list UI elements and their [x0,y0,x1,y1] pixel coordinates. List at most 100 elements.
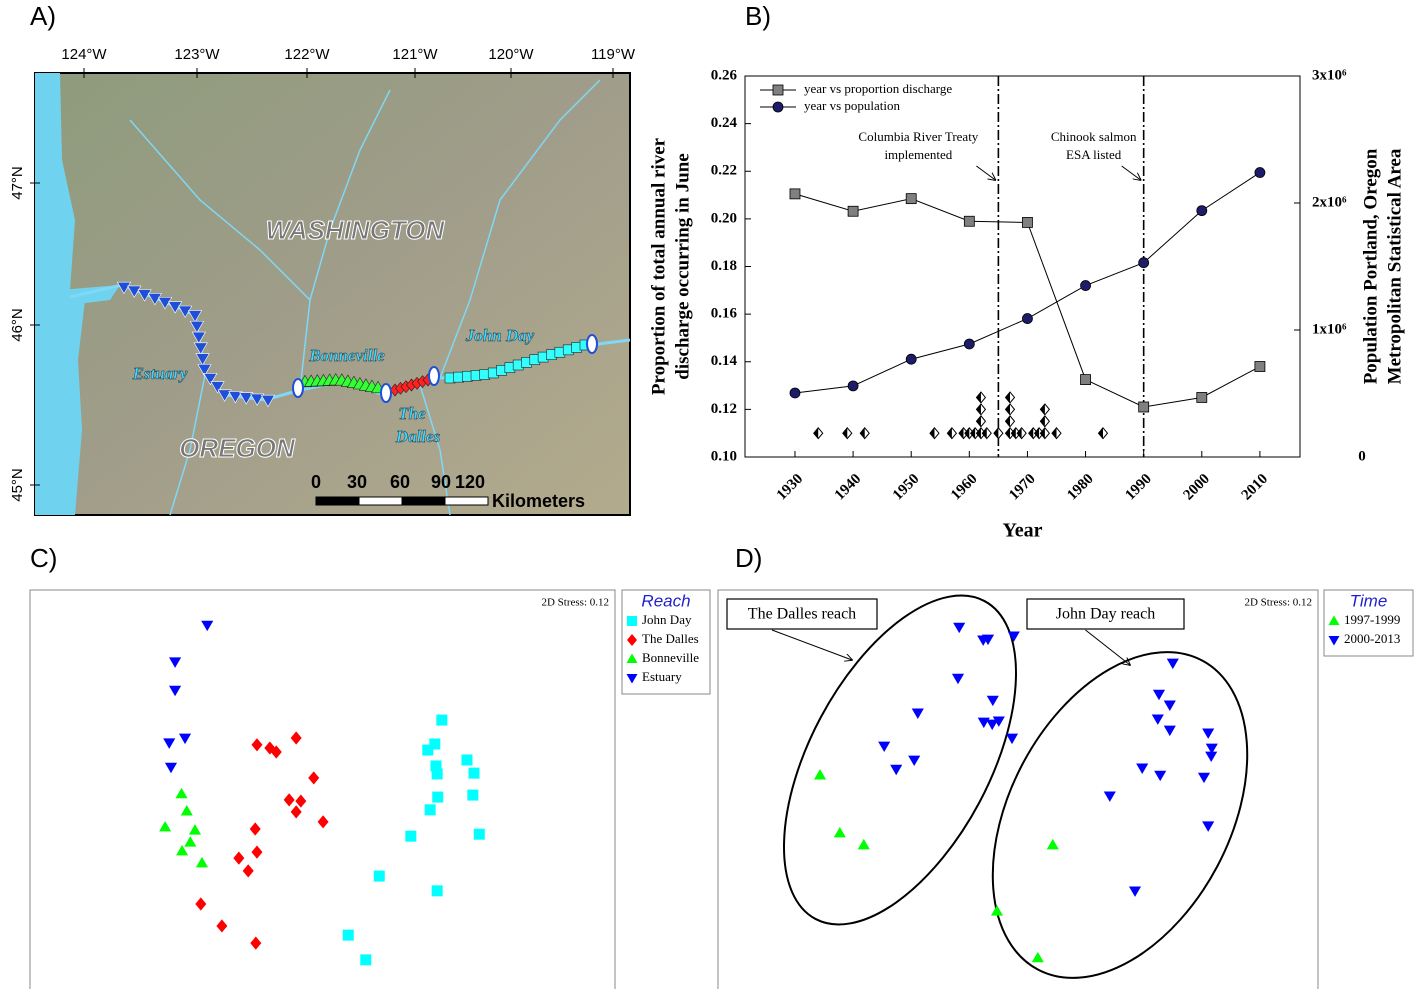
point [912,708,924,718]
panel-label: D) [735,543,762,573]
point [216,919,227,932]
point [1167,659,1179,669]
plot-frame [718,590,1318,989]
point [964,339,974,349]
point [165,763,177,773]
point [469,768,480,779]
dam [293,379,303,397]
event-label: Chinook salmon [1051,129,1137,144]
event-marker-half [1029,428,1034,439]
event-marker-half [860,428,865,439]
point [1164,701,1176,711]
x-tick-label: 1970 [1006,471,1039,504]
plot-frame [745,76,1300,457]
scale-bar [316,497,359,505]
point [250,937,261,950]
event-marker-half [1006,392,1011,403]
legend-label: Bonneville [642,650,699,665]
point [1139,258,1149,268]
event-label: ESA listed [1066,147,1122,162]
point [195,897,206,910]
point [251,738,262,751]
legend-label: John Day [642,612,692,627]
point [233,852,244,865]
point [196,857,208,867]
point [1008,631,1020,641]
dam [381,384,391,402]
reach-label: Dalles [395,427,441,446]
point [1202,728,1214,738]
point [374,871,385,882]
box-label: John Day reach [1056,606,1156,623]
point [1164,726,1176,736]
reach-label: John Day [465,326,535,345]
point [243,864,254,877]
point [964,216,974,226]
box-arrow [1086,630,1131,665]
point [1047,839,1059,849]
point [184,836,196,846]
x-tick-label: 1950 [890,471,923,504]
event-arrow [976,166,995,180]
point [1202,821,1214,831]
y-tick-label: 0.18 [711,258,737,274]
point [169,657,181,667]
x-tick-label: 1940 [832,471,865,504]
event-marker-half [959,428,964,439]
point [189,824,201,834]
lon-label: 119°W [591,46,636,63]
x-tick-label: 2000 [1181,471,1214,504]
point [422,744,433,755]
lon-label: 121°W [392,46,438,63]
stress-annotation: 2D Stress: 0.12 [1244,597,1312,609]
point [291,731,302,744]
legend-label: year vs proportion discharge [804,81,952,96]
event-marker-half [930,428,935,439]
reach-label: Bonneville [308,346,385,365]
y-tick-label: 0.10 [711,448,737,464]
state-label: WASHINGTON [266,215,446,245]
point [467,790,478,801]
scale-label: 60 [390,472,410,492]
lat-label: 45°N [9,468,26,502]
reach-label: The [398,404,426,423]
point [474,829,485,840]
point [318,815,329,828]
point [1022,314,1032,324]
y-tick-label: 0.14 [711,353,738,369]
point [878,742,890,752]
point [908,756,920,766]
event-marker-half [1052,428,1057,439]
point [284,793,295,806]
point [953,623,965,633]
figure: A)B)C)D)124°W123°W122°W121°W120°W119°W47… [0,0,1418,989]
event-marker-half [843,428,848,439]
point [432,885,443,896]
legend-label: 2000-2013 [1344,631,1400,646]
lat-label: 47°N [9,166,26,200]
point [1104,791,1116,801]
x-tick-label: 2010 [1239,471,1272,504]
point [790,189,800,199]
event-label: Columbia River Treaty [858,129,978,144]
scale-bar [402,497,445,505]
point [405,831,416,842]
x-tick-label: 1930 [774,471,807,504]
legend-label: The Dalles [642,631,699,646]
point [952,674,964,684]
event-marker-half [1006,404,1011,415]
x-tick-label: 1980 [1064,471,1097,504]
lon-label: 123°W [174,46,220,63]
point [790,388,800,398]
event-marker-half [1006,428,1011,439]
scale-label: 90 [431,472,451,492]
point [432,792,443,803]
point [343,930,354,941]
legend-title: Reach [641,591,690,610]
legend-marker [773,85,783,95]
event-marker-half [1040,404,1045,415]
y-tick-label: 0.12 [711,401,737,417]
point [1129,886,1141,896]
event-arrow [1122,166,1141,180]
plot-frame [30,590,615,989]
